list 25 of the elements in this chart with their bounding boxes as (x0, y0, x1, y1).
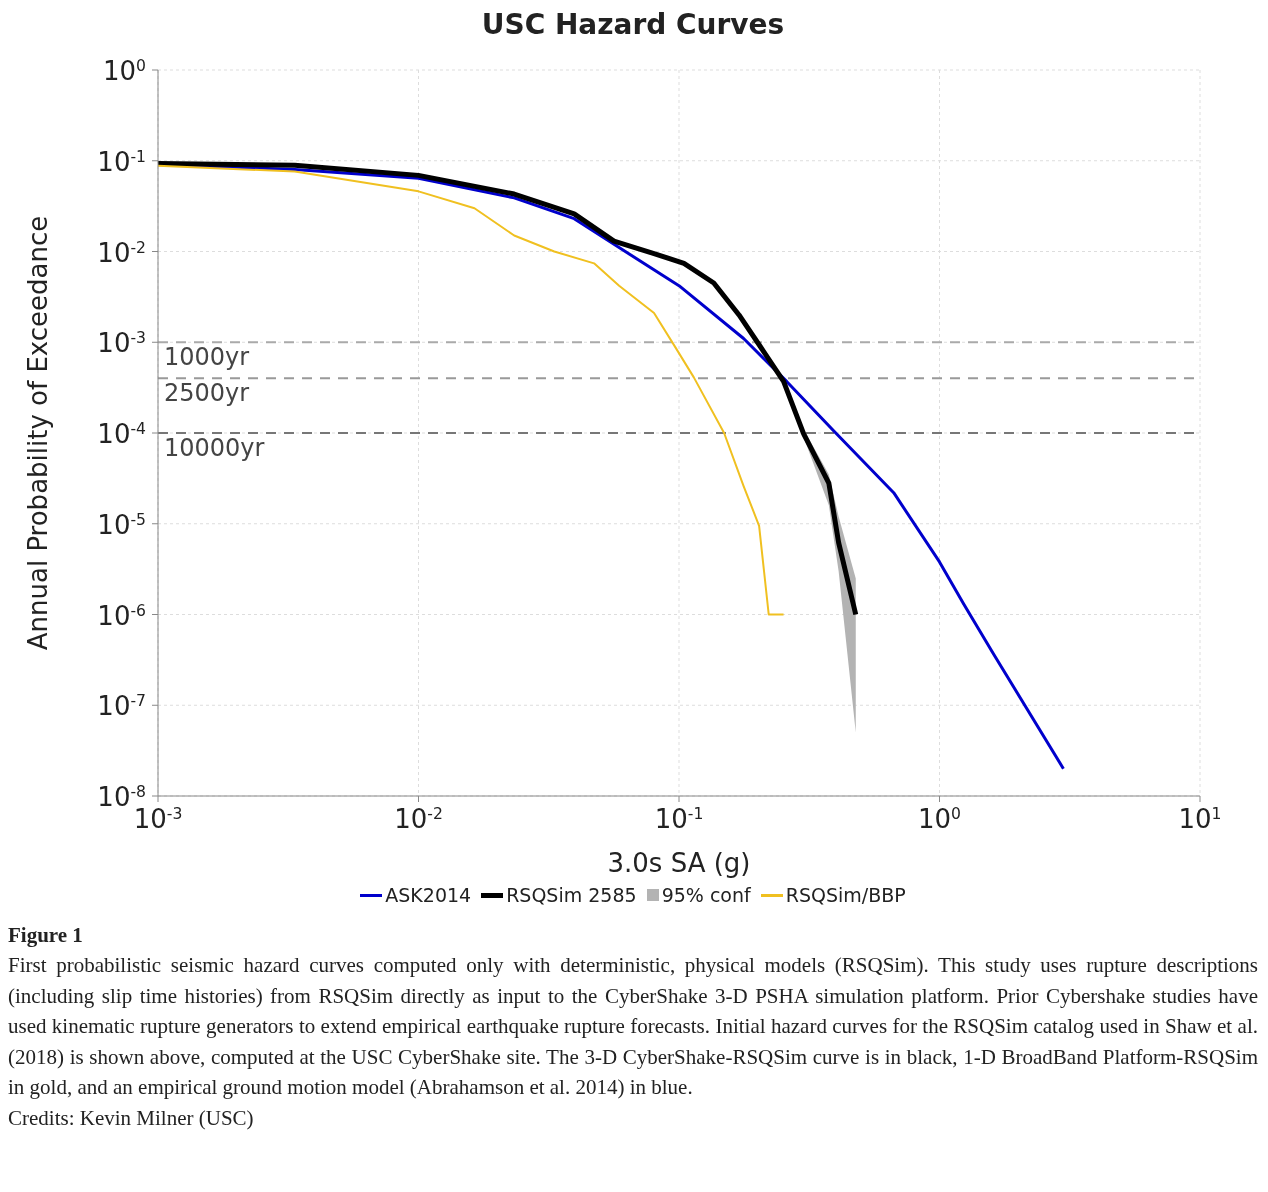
ref-line-label: 2500yr (164, 379, 250, 408)
legend-label: RSQSim 2585 (505, 884, 637, 906)
caption: Figure 1 (8, 922, 84, 949)
x-axis-title: 3.0s SA (g) (607, 848, 751, 878)
chart-title: USC Hazard Curves (480, 8, 786, 43)
legend-label: ASK2014 (384, 884, 472, 906)
legend-label: RSQSim/BBP (784, 884, 906, 906)
x-tick-label: 10$^{1}$ (1178, 804, 1222, 834)
y-axis-title: Annual Probability of Exceedance (23, 215, 54, 651)
y-tick-label: 10$^{-6}$ (97, 600, 146, 631)
text: First probabilistic seismic hazard curves computed only with deterministic, physical models (RSQSim). This study uses rupture descriptions (including slip time histories) from RSQSim directly as input to the CyberShake 3-D PSHA simulation platform. Prior Cybershake studies have used kinematic rupture generators to extend empirical earthquake rupture forecasts. Initial hazard curves for the RSQSim catalog used in Shaw et al. (2018) is shown above, computed at the USC CyberShake site. The 3-D CyberShake-RSQSim curve is in black, 1-D BroadBand Platform-RSQSim in gold, and an empirical ground motion model (Abrahamson et al. 2014) in blue. (8, 952, 1258, 1102)
legend-label: 95% conf (660, 884, 751, 906)
y-tick-label: 10$^{-1}$ (97, 146, 146, 177)
ref-line-label: 1000yr (164, 343, 250, 372)
text: Credits: Kevin Milner (USC) (8, 1104, 255, 1132)
y-tick-label: 10$^{-2}$ (97, 237, 146, 268)
y-tick-label: 10$^{-5}$ (97, 509, 146, 540)
x-tick-label: 10$^{0}$ (917, 804, 962, 834)
ref-line-label: 10000yr (164, 434, 265, 463)
y-tick-label: 10$^{0}$ (102, 56, 146, 86)
x-tick-label: 10$^{-1}$ (654, 804, 704, 834)
y-tick-label: 10$^{-4}$ (97, 419, 147, 449)
y-tick-label: 10$^{-7}$ (97, 691, 146, 722)
x-tick-label: 10$^{-2}$ (394, 804, 443, 834)
y-tick-label: 10$^{-3}$ (97, 328, 146, 359)
